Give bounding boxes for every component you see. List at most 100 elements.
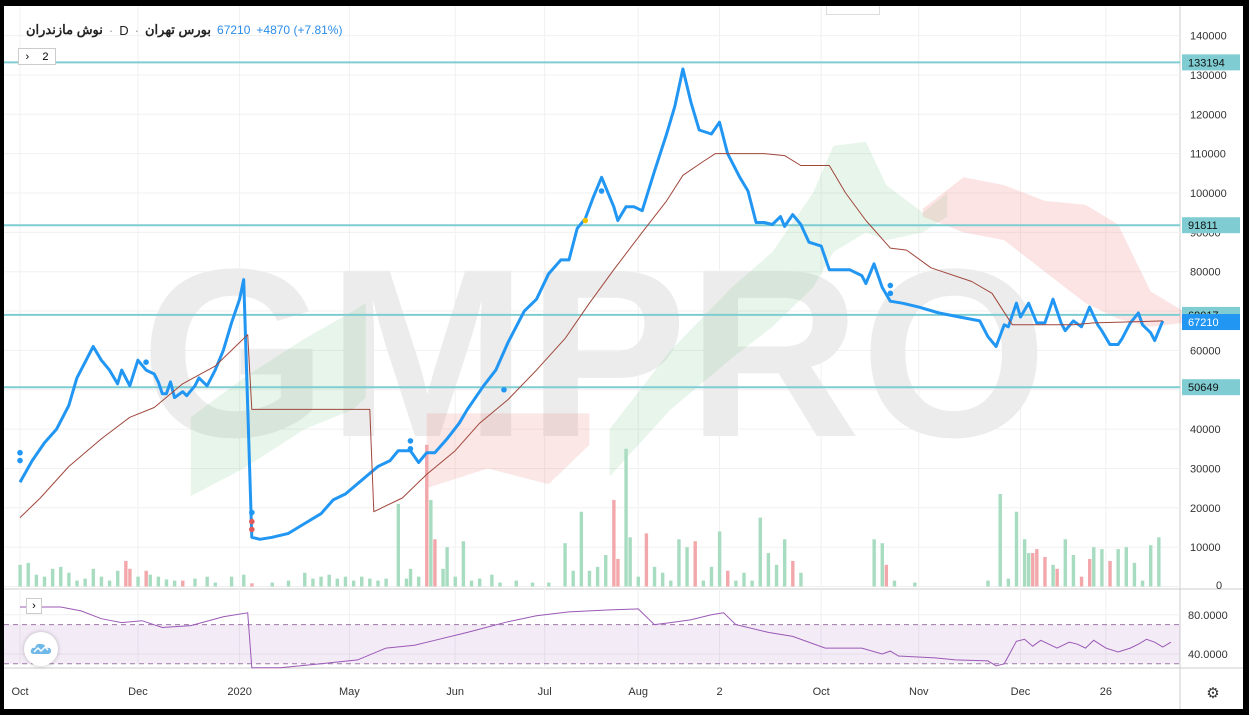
interval[interactable]: D bbox=[119, 22, 129, 38]
rsi-toggle-button[interactable]: › bbox=[26, 598, 42, 614]
level-label: 91811 bbox=[1188, 220, 1218, 232]
volume-bar bbox=[1035, 549, 1039, 587]
volume-bar bbox=[286, 580, 291, 587]
chart-svg[interactable]: GMPRO10000200003000040000500006000070000… bbox=[4, 6, 1243, 709]
volume-bar bbox=[327, 574, 331, 587]
volume-bar bbox=[242, 574, 246, 587]
volume-bar bbox=[1132, 562, 1137, 587]
signal-dot bbox=[887, 290, 894, 297]
volume-bar bbox=[42, 576, 47, 587]
price-tick-label: 60000 bbox=[1190, 345, 1221, 357]
volume-bar bbox=[384, 578, 388, 587]
volume-bar bbox=[124, 560, 128, 587]
price-tick-label: 130000 bbox=[1190, 70, 1227, 82]
time-tick-label: Dec bbox=[1011, 686, 1031, 698]
price-tick-label: 140000 bbox=[1190, 31, 1227, 43]
top-tab[interactable] bbox=[826, 6, 880, 15]
tradingview-cloud-icon[interactable] bbox=[24, 632, 58, 666]
volume-bar bbox=[156, 576, 161, 587]
volume-bar bbox=[250, 583, 254, 587]
volume-bar bbox=[669, 580, 673, 587]
volume-bar bbox=[99, 576, 104, 587]
volume-bar bbox=[213, 582, 218, 587]
volume-bar bbox=[709, 566, 714, 587]
volume-bar bbox=[461, 541, 466, 587]
watermark: GMPRO bbox=[141, 219, 1048, 487]
price-tick-label: 100000 bbox=[1190, 188, 1227, 200]
signal-dot bbox=[598, 188, 605, 194]
volume-bar bbox=[1014, 511, 1019, 587]
price-tick-label: 10000 bbox=[1190, 542, 1221, 554]
volume-bar bbox=[498, 582, 502, 587]
volume-bar bbox=[758, 517, 762, 587]
volume-bar bbox=[396, 503, 401, 587]
volume-bar bbox=[75, 580, 79, 587]
volume-bar bbox=[26, 562, 30, 587]
volume-bar bbox=[717, 531, 722, 587]
volume-bar bbox=[67, 572, 71, 587]
volume-bar bbox=[319, 576, 323, 587]
baseline-series-line bbox=[19, 153, 1163, 518]
volume-bar bbox=[1022, 539, 1027, 587]
level-label: 50649 bbox=[1188, 382, 1219, 394]
volume-bar bbox=[91, 568, 96, 587]
volume-bar bbox=[880, 543, 884, 587]
volume-bar bbox=[1031, 553, 1035, 587]
volume-bar bbox=[774, 564, 779, 587]
price-tick-label: 110000 bbox=[1190, 149, 1226, 161]
signal-dot bbox=[407, 445, 414, 452]
signal-dot bbox=[582, 217, 589, 224]
volume-bar bbox=[1087, 558, 1092, 587]
volume-bar bbox=[376, 580, 380, 587]
volume-bar bbox=[799, 572, 803, 587]
volume-bar bbox=[425, 444, 429, 587]
volume-bar bbox=[311, 578, 315, 587]
volume-bar bbox=[782, 539, 787, 587]
time-tick-label: May bbox=[339, 686, 360, 698]
volume-bar bbox=[429, 499, 433, 587]
last-value: 67210 bbox=[217, 23, 251, 37]
gear-icon[interactable]: ⚙ bbox=[1206, 685, 1220, 702]
volume-bar bbox=[595, 566, 600, 587]
change-value: +4870 (+7.81%) bbox=[256, 23, 343, 37]
ichimoku-cloud-red bbox=[426, 413, 590, 489]
volume-bar bbox=[872, 539, 876, 587]
volume-bar bbox=[164, 579, 169, 587]
volume-bar bbox=[612, 499, 616, 587]
volume-bar bbox=[445, 547, 449, 587]
volume-bar bbox=[742, 572, 746, 587]
volume-bar bbox=[136, 576, 140, 587]
time-tick-label: Nov bbox=[909, 686, 929, 698]
volume-bar bbox=[128, 568, 132, 587]
time-tick-label: Aug bbox=[628, 686, 648, 698]
volume-bar bbox=[229, 576, 234, 587]
time-tick-label: 26 bbox=[1100, 686, 1112, 698]
volume-bar bbox=[416, 576, 421, 587]
volume-bar bbox=[884, 564, 889, 587]
level-label: 133194 bbox=[1188, 57, 1225, 69]
price-tick-label: 80000 bbox=[1190, 267, 1221, 279]
volume-bar bbox=[766, 553, 771, 587]
volume-bar bbox=[1079, 576, 1084, 587]
volume-bar bbox=[453, 576, 457, 587]
symbol-legend[interactable]: نوش مازندران · D · بورس تهران 67210 +487… bbox=[26, 22, 342, 38]
volume-bar bbox=[404, 578, 409, 587]
volume-bar bbox=[477, 578, 482, 587]
volume-bar bbox=[913, 582, 917, 587]
level-label-bg bbox=[1182, 217, 1240, 234]
volume-bar bbox=[1026, 553, 1031, 587]
volume-bar bbox=[1092, 547, 1096, 587]
volume-bar bbox=[652, 566, 657, 587]
signal-dot bbox=[17, 449, 23, 456]
volume-bar bbox=[303, 572, 307, 587]
rsi-band bbox=[4, 624, 1180, 664]
volume-bar bbox=[368, 578, 372, 587]
volume-bar bbox=[693, 541, 697, 587]
volume-bar bbox=[1051, 564, 1055, 587]
indicator-toggle-button[interactable]: › 2 bbox=[18, 48, 56, 65]
signal-dot bbox=[249, 518, 255, 525]
time-tick-label: 2 bbox=[716, 686, 722, 698]
volume-bar bbox=[148, 574, 152, 587]
volume-bar bbox=[604, 555, 608, 587]
volume-bar bbox=[181, 580, 185, 587]
